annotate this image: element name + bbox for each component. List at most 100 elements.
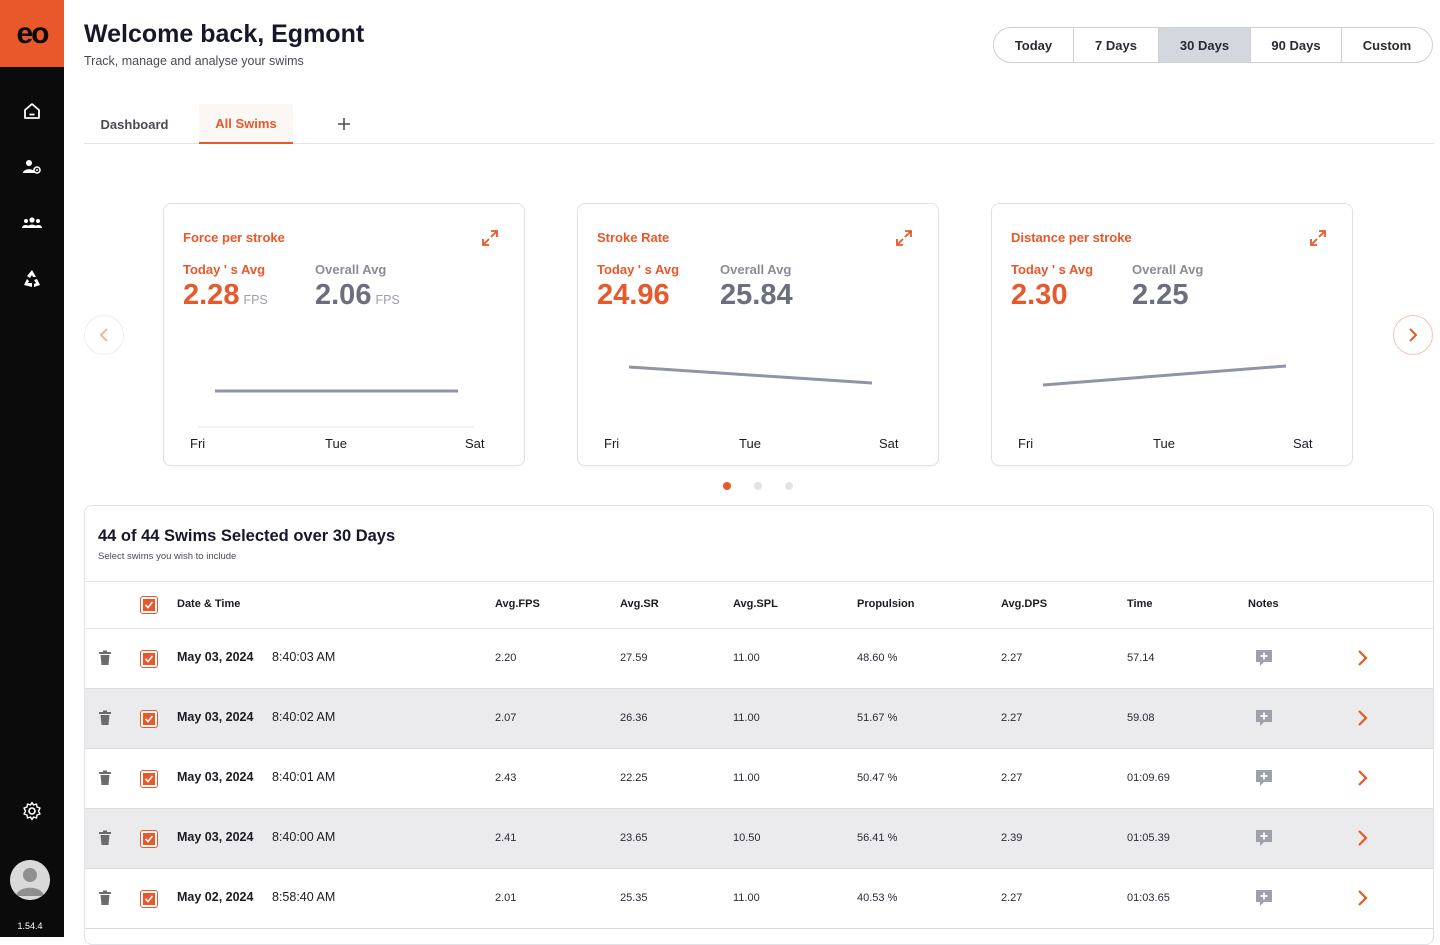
overall-avg-label: Overall Avg (720, 262, 792, 277)
range-30-days-button[interactable]: 30 Days (1159, 28, 1251, 62)
plus-icon (338, 118, 350, 130)
column-header-date-time[interactable]: Date & Time (177, 598, 241, 610)
row-select-checkbox[interactable] (140, 770, 158, 788)
expand-icon[interactable] (1308, 228, 1328, 248)
row-time: 8:40:03 AM (272, 650, 336, 664)
tab-dashboard[interactable]: Dashboard (100, 116, 169, 132)
select-all-checkbox[interactable] (140, 596, 158, 614)
add-note-icon[interactable] (1255, 769, 1273, 787)
carousel-prev-button[interactable] (84, 315, 124, 355)
chevron-right-icon[interactable] (1356, 649, 1370, 667)
overall-avg-value: 2.06 FPS (315, 279, 400, 311)
range-90-days-button[interactable]: 90 Days (1251, 28, 1342, 62)
chevron-right-icon[interactable] (1356, 889, 1370, 907)
sparkline-chart (628, 365, 873, 385)
overall-avg-value: 25.84 (720, 279, 793, 311)
row-select-checkbox[interactable] (140, 650, 158, 668)
gear-icon[interactable] (20, 799, 44, 823)
row-spl: 10.50 (733, 832, 761, 844)
chevron-left-icon (99, 328, 108, 342)
add-note-icon[interactable] (1255, 889, 1273, 907)
tab-all-swims[interactable]: All Swims (199, 104, 293, 144)
range-7-days-button[interactable]: 7 Days (1074, 28, 1159, 62)
trash-icon[interactable] (98, 650, 112, 666)
column-header-avg-dps[interactable]: Avg.DPS (1001, 598, 1048, 610)
column-header-propulsion[interactable]: Propulsion (857, 598, 915, 610)
add-tab-button[interactable] (332, 112, 356, 136)
row-select-checkbox[interactable] (140, 830, 158, 848)
row-select-checkbox[interactable] (140, 890, 158, 908)
trash-icon[interactable] (98, 890, 112, 906)
row-dps: 2.39 (1001, 832, 1023, 844)
table-row[interactable]: May 03, 2024 8:40:02 AM 2.07 26.36 11.00 51.6… (85, 689, 1433, 749)
row-sr: 25.35 (620, 892, 648, 904)
column-header-time[interactable]: Time (1127, 598, 1153, 610)
user-settings-icon[interactable] (20, 155, 44, 179)
add-note-icon[interactable] (1255, 649, 1273, 667)
page-title: Welcome back, Egmont (84, 20, 365, 48)
table-row[interactable]: May 03, 2024 8:40:01 AM 2.43 22.25 11.00 50.4… (85, 749, 1433, 809)
row-spl: 11.00 (733, 712, 760, 724)
add-note-icon[interactable] (1255, 829, 1273, 847)
carousel-dot-3[interactable] (785, 482, 793, 490)
sparkline-series (1042, 364, 1287, 387)
column-header-avg-spl[interactable]: Avg.SPL (733, 598, 778, 610)
app-logo[interactable]: eo (0, 0, 64, 67)
unit-label: FPS (243, 293, 268, 307)
page-subtitle: Track, manage and analyse your swims (84, 54, 304, 68)
table-row[interactable]: May 03, 2024 8:40:00 AM 2.41 23.65 10.50 56.4… (85, 809, 1433, 869)
check-icon (144, 895, 154, 903)
column-header-avg-fps[interactable]: Avg.FPS (495, 598, 540, 610)
trash-icon[interactable] (98, 770, 112, 786)
metric-card-force-per-stroke: Force per stroke Today ' s Avg Overall A… (163, 203, 525, 466)
row-sr: 26.36 (620, 712, 648, 724)
overall-avg-label: Overall Avg (315, 262, 387, 277)
row-fps: 2.41 (495, 832, 517, 844)
row-select-checkbox[interactable] (140, 710, 158, 728)
row-time: 8:40:00 AM (272, 830, 336, 844)
row-date: May 03, 2024 (177, 830, 254, 844)
chevron-right-icon[interactable] (1356, 769, 1370, 787)
trash-icon[interactable] (98, 830, 112, 846)
row-duration: 01:09.69 (1127, 772, 1170, 784)
check-icon (144, 835, 154, 843)
table-subtitle: Select swims you wish to include (98, 551, 237, 562)
table-row[interactable]: May 02, 2024 8:58:40 AM 2.01 25.35 11.00 40.5… (85, 869, 1433, 929)
table-header: Date & Time Avg.FPS Avg.SR Avg.SPL Propu… (85, 581, 1433, 629)
carousel-dot-1[interactable] (723, 482, 731, 490)
row-dps: 2.27 (1001, 892, 1023, 904)
table-row[interactable]: May 03, 2024 8:40:03 AM 2.20 27.59 11.00 48.6… (85, 629, 1433, 689)
expand-icon[interactable] (480, 228, 500, 248)
card-title: Distance per stroke (1011, 230, 1132, 245)
expand-icon[interactable] (894, 228, 914, 248)
sparkline-chart (1042, 364, 1287, 387)
row-time: 8:58:40 AM (272, 890, 336, 904)
carousel-dot-2[interactable] (754, 482, 762, 490)
trash-icon[interactable] (98, 710, 112, 726)
avatar[interactable] (10, 860, 50, 900)
today-avg-value: 24.96 (597, 279, 670, 311)
team-icon[interactable] (20, 211, 44, 235)
swims-table-panel: 44 of 44 Swims Selected over 30 Days Sel… (84, 505, 1434, 945)
today-avg-label: Today ' s Avg (183, 262, 266, 277)
x-tick-label: Fri (604, 436, 620, 451)
row-time: 8:40:02 AM (272, 710, 336, 724)
home-icon[interactable] (20, 99, 44, 123)
range-custom-button[interactable]: Custom (1362, 37, 1412, 53)
row-date: May 03, 2024 (177, 650, 254, 664)
x-tick-label: Tue (739, 436, 761, 451)
sparkline-series (628, 365, 873, 385)
row-sr: 23.65 (620, 832, 648, 844)
chevron-right-icon[interactable] (1356, 829, 1370, 847)
date-range-selector: Today 7 Days 30 Days 90 Days Custom (993, 27, 1433, 63)
add-note-icon[interactable] (1255, 709, 1273, 727)
carousel-next-button[interactable] (1393, 315, 1433, 355)
recycle-icon[interactable] (20, 267, 44, 291)
column-header-avg-sr[interactable]: Avg.SR (620, 598, 659, 610)
today-avg-label: Today ' s Avg (1011, 262, 1094, 277)
unit-label: FPS (375, 293, 400, 307)
range-today-button[interactable]: Today (994, 28, 1074, 62)
chevron-right-icon[interactable] (1356, 709, 1370, 727)
row-spl: 11.00 (733, 892, 760, 904)
row-date: May 03, 2024 (177, 770, 254, 784)
